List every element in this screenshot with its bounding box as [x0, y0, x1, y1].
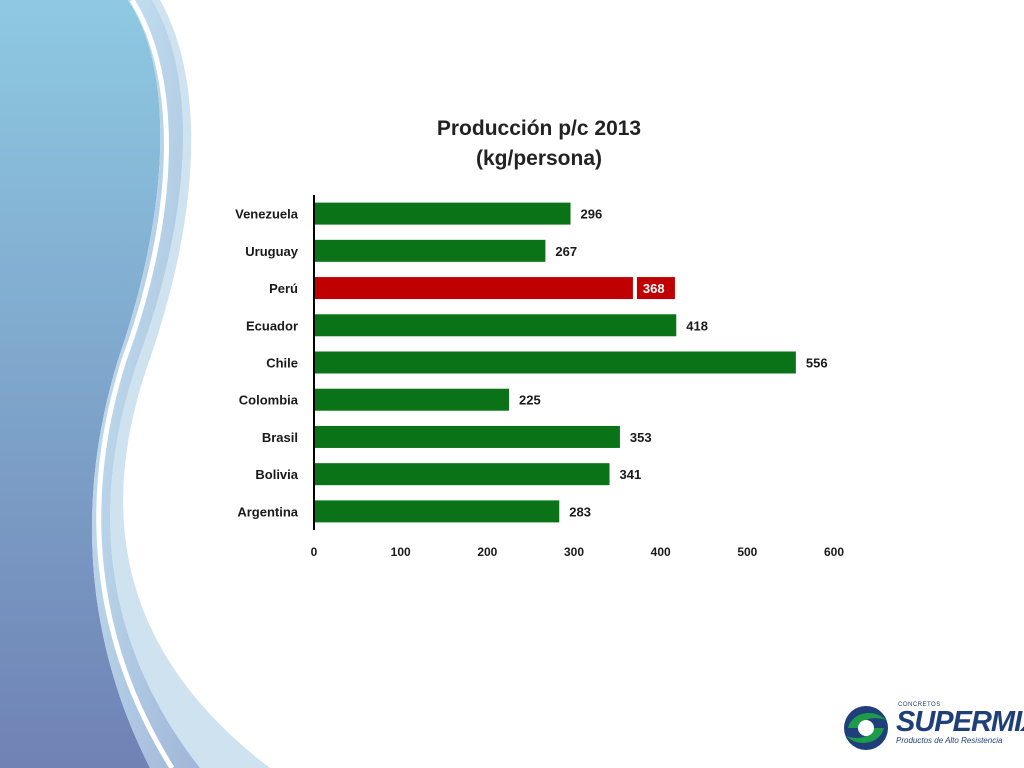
chart-title: Producción p/c 2013 (kg/persona) — [0, 114, 1024, 174]
x-tick-label-3: 300 — [564, 545, 584, 559]
x-tick-label-6: 600 — [824, 545, 844, 559]
data-label-0: 296 — [581, 207, 603, 222]
chart-title-line2: (kg/persona) — [475, 147, 603, 170]
bar-0 — [315, 202, 571, 225]
bar-3 — [315, 314, 677, 337]
x-tick-label-5: 500 — [737, 545, 757, 559]
x-tick-label-0: 0 — [311, 545, 318, 559]
logo-subtitle: Productos de Alto Resistencia — [896, 736, 1003, 745]
data-label-8: 283 — [569, 504, 591, 519]
data-label-3: 418 — [686, 318, 708, 333]
category-label-3: Ecuador — [246, 318, 298, 333]
supermix-logo: CONCRETOS SUPERMIX Productos de Alto Res… — [840, 698, 1024, 758]
category-label-4: Chile — [266, 356, 298, 371]
bar-1 — [315, 239, 546, 262]
category-label-2: Perú — [269, 281, 298, 296]
data-label-box-2 — [636, 277, 675, 300]
data-label-6: 353 — [630, 430, 652, 445]
data-label-4: 556 — [806, 356, 828, 371]
data-label-1: 267 — [555, 244, 577, 259]
category-label-8: Argentina — [237, 504, 298, 519]
category-label-5: Colombia — [239, 393, 299, 408]
data-label-7: 341 — [620, 467, 642, 482]
bar-6 — [315, 425, 620, 448]
logo-brand-name: SUPERMIX — [896, 706, 1024, 738]
bar-4 — [315, 351, 796, 374]
category-label-0: Venezuela — [235, 207, 299, 222]
category-label-1: Uruguay — [245, 244, 299, 259]
data-label-2: 368 — [643, 281, 665, 296]
category-label-7: Bolivia — [255, 467, 298, 482]
bar-2 — [315, 277, 633, 300]
supermix-logo-mark-icon — [844, 706, 888, 750]
x-tick-label-1: 100 — [391, 545, 411, 559]
x-tick-label-2: 200 — [477, 545, 497, 559]
bar-8 — [315, 500, 560, 523]
bar-7 — [315, 463, 610, 486]
category-label-6: Brasil — [262, 430, 298, 445]
data-label-5: 225 — [519, 393, 541, 408]
chart-title-line1: Producción p/c 2013 — [436, 117, 642, 140]
logo-top-text: CONCRETOS — [898, 702, 941, 708]
bar-5 — [315, 388, 509, 411]
x-tick-label-4: 400 — [651, 545, 671, 559]
